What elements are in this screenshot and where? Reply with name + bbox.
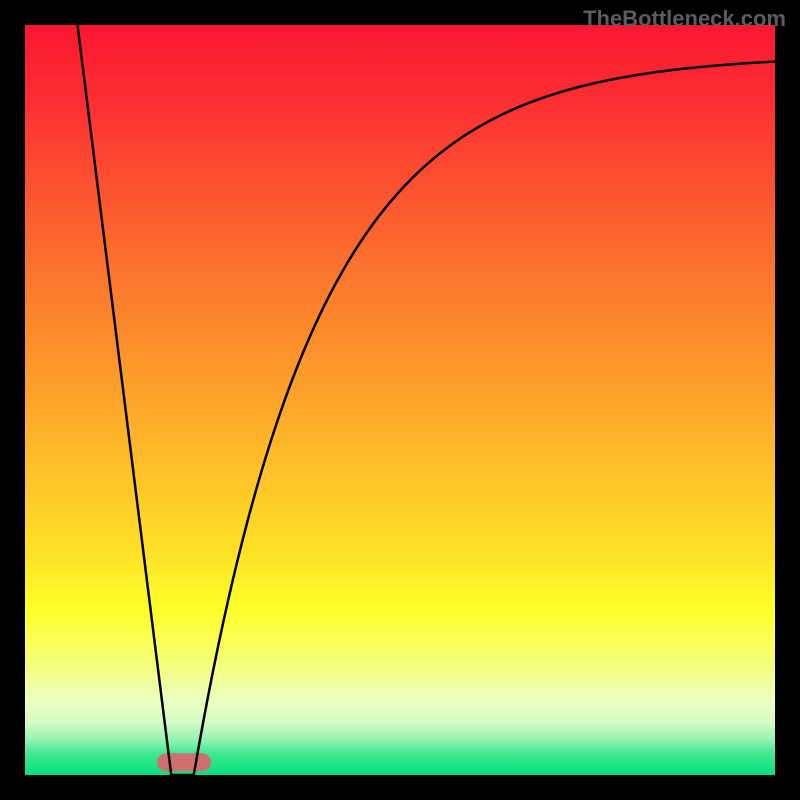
watermark-text: TheBottleneck.com bbox=[583, 6, 786, 32]
plot-background bbox=[25, 25, 775, 775]
bottleneck-plot bbox=[0, 0, 800, 800]
chart-frame: TheBottleneck.com bbox=[0, 0, 800, 800]
min-marker bbox=[157, 753, 211, 771]
